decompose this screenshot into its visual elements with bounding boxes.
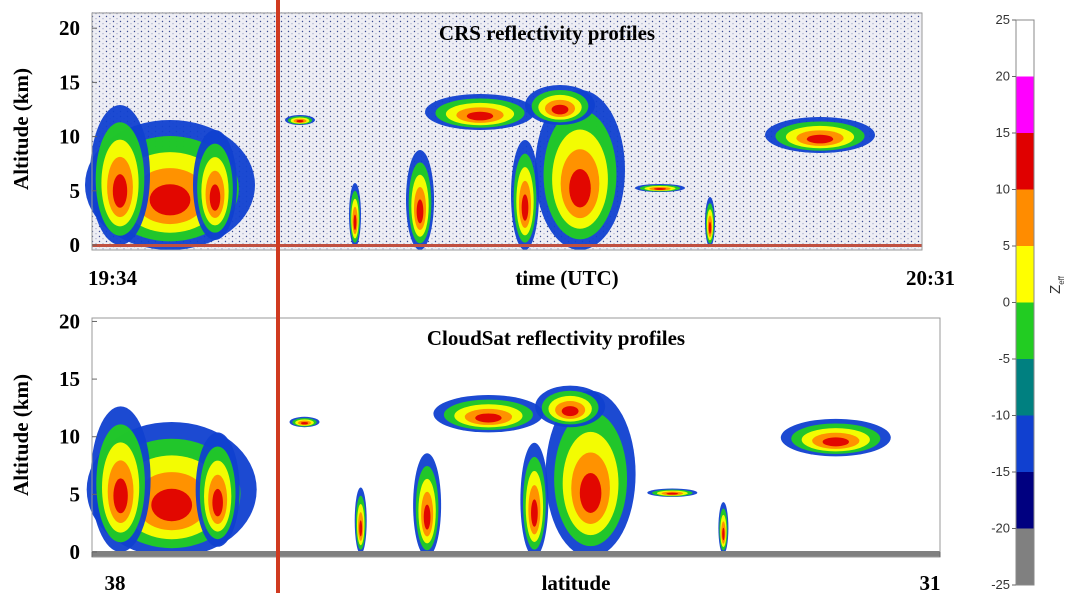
echo [149,184,191,216]
echo [654,187,666,190]
echo [300,421,309,425]
echo [466,111,494,121]
x-tick-label: 31 [920,571,941,595]
x-tick-label: 38 [105,571,126,595]
ground [92,551,940,557]
color-segment [1016,472,1034,529]
x-axis-label: time (UTC) [515,266,618,290]
color-segment [1016,359,1034,416]
echo [112,174,128,208]
color-segment [1016,415,1034,472]
y-tick-label: 0 [70,233,81,257]
echo [113,478,128,514]
colorbar-tick-label: -20 [991,521,1010,536]
echo [475,413,502,423]
y-tick-label: 5 [70,179,81,203]
y-tick-label: 20 [59,309,80,333]
y-tick-label: 20 [59,16,80,40]
colorbar-tick-label: -5 [998,351,1010,366]
echo [579,473,602,513]
y-tick-label: 10 [59,125,80,149]
echo [561,406,579,417]
colorbar-tick-label: 10 [996,182,1010,197]
colorbar-tick-label: 5 [1003,238,1010,253]
colorbar-tick-label: 25 [996,12,1010,27]
plot-frame [91,317,941,558]
colorbar-tick-label: 0 [1003,295,1010,310]
reflectivity-field [85,85,922,250]
color-segment [1016,76,1034,133]
echo [359,520,363,537]
echo [551,104,569,115]
color-segment [1016,246,1034,303]
echo [416,199,424,224]
panel-title: CloudSat reflectivity profiles [427,326,685,350]
y-tick-label: 15 [59,70,80,94]
label-main: Z [1047,285,1064,294]
panel-title: CRS reflectivity profiles [439,21,655,45]
plot-frame [91,12,923,251]
echo [212,488,223,517]
colorbar-tick-label: -25 [991,577,1010,592]
echo [296,119,304,123]
colorbar-tick-label: -10 [991,408,1010,423]
color-segment [1016,528,1034,585]
echo [708,221,712,234]
y-axis-label: Altitude (km) [9,374,33,496]
label-subscript: eff [1057,275,1066,285]
echo [151,488,193,522]
colorbar-tick-label: 20 [996,69,1010,84]
color-segment [1016,189,1034,246]
echo [423,504,431,530]
reflectivity-field [86,385,940,558]
echo [722,527,725,541]
ground [92,244,922,247]
y-tick-label: 15 [59,367,80,391]
y-axis-label: Altitude (km) [9,68,33,190]
echo [209,184,221,211]
color-segment [1016,20,1034,77]
echo [531,499,538,527]
color-segment [1016,133,1034,190]
echo [569,169,591,208]
y-tick-label: 10 [59,425,80,449]
echo [353,214,357,230]
y-tick-label: 5 [70,482,81,506]
echo [521,194,529,221]
colorbar-label: Zeff [1047,275,1066,294]
color-segment [1016,302,1034,359]
x-tick-label: 20:31 [906,266,955,290]
y-tick-label: 0 [70,540,81,564]
echo [806,134,834,144]
echo [666,492,679,495]
x-tick-label: 19:34 [88,266,137,290]
colorbar-tick-label: -15 [991,464,1010,479]
echo [822,437,849,447]
colorbar-tick-label: 15 [996,125,1010,140]
x-axis-label: latitude [542,571,611,595]
